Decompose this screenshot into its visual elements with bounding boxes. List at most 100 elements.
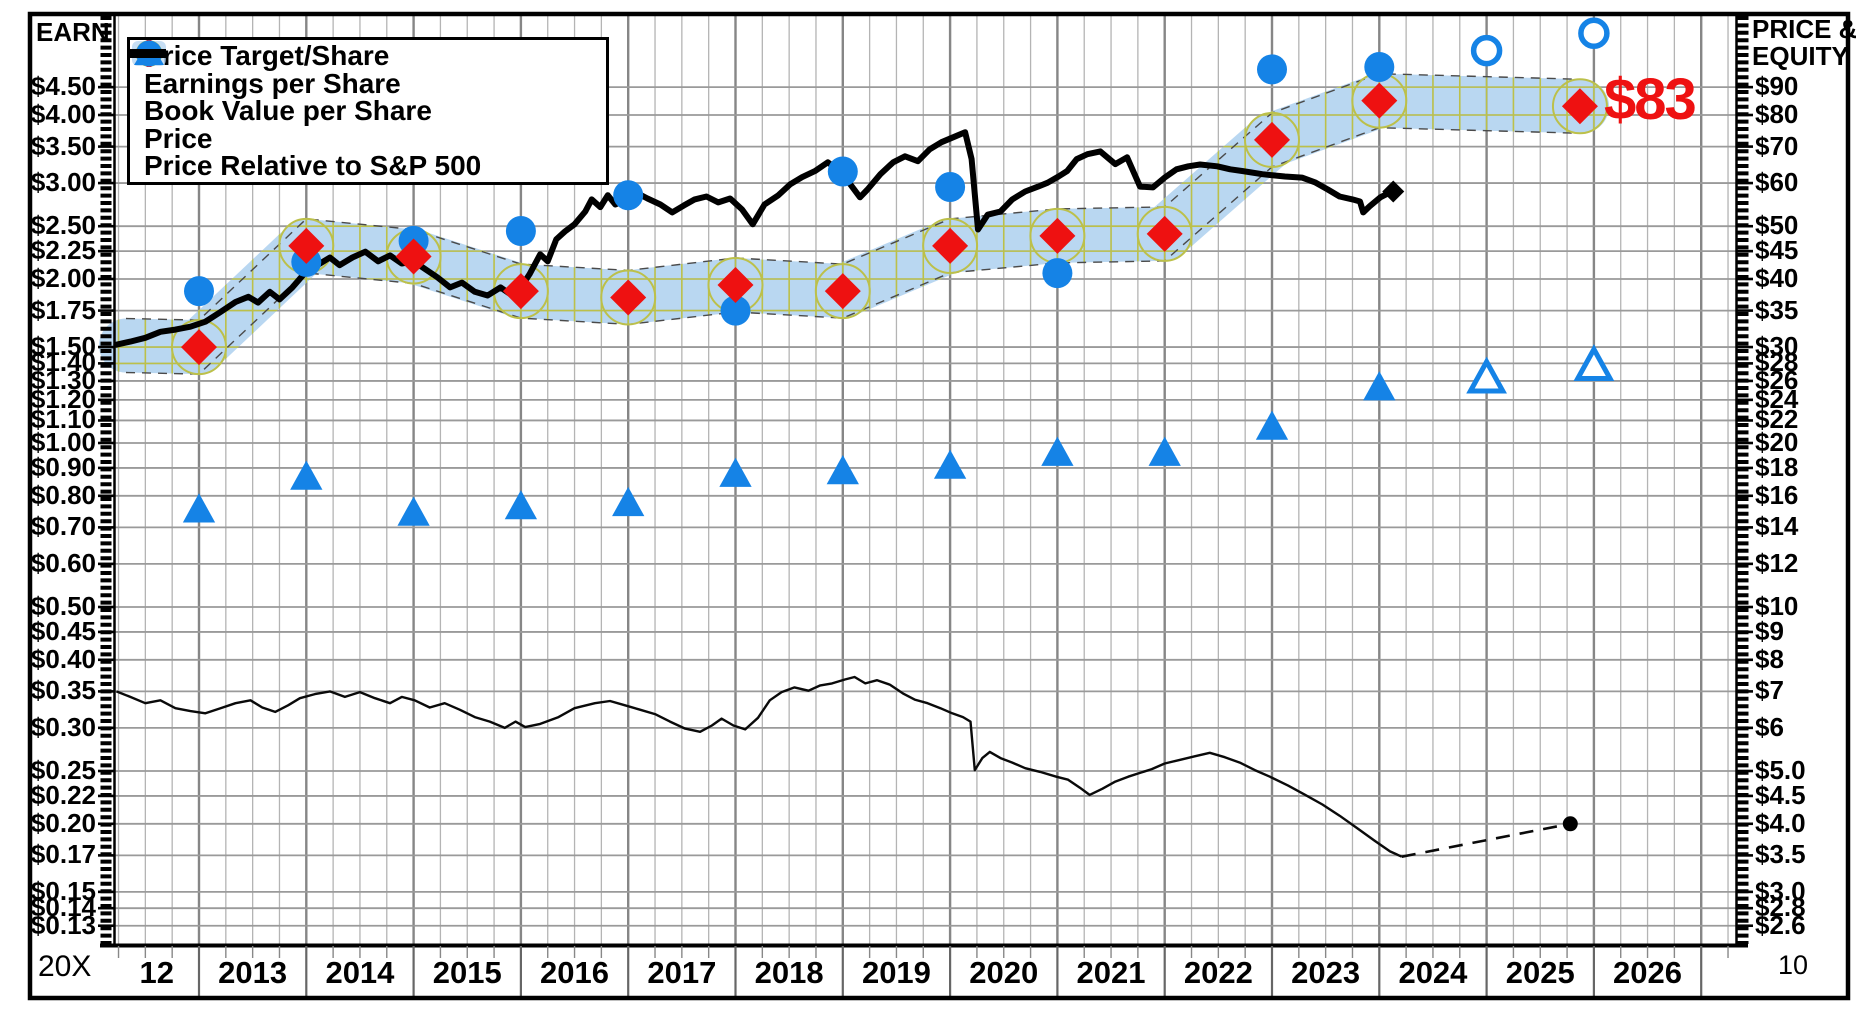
final-price-target-label: $83 <box>1604 67 1697 132</box>
left-axis-tick-label: $0.13 <box>30 909 96 940</box>
eps-marker <box>505 215 536 246</box>
left-axis-tick-label: $3.50 <box>30 130 96 161</box>
legend-item-label: Earnings per Share <box>144 67 401 99</box>
x-axis-year-label: 2015 <box>432 955 502 990</box>
book-value-marker <box>1041 436 1074 466</box>
left-axis-tick-label: $0.30 <box>30 711 96 742</box>
eps-marker <box>1257 54 1287 85</box>
target-ring <box>600 269 657 326</box>
price-target-marker <box>1146 215 1183 252</box>
left-axis-tick-label: $1.75 <box>30 294 96 325</box>
price-target-marker <box>824 273 861 310</box>
right-axis-tick-label: $4.5 <box>1755 779 1806 810</box>
legend-glyph <box>130 52 166 56</box>
x-axis-year-label: 2021 <box>1076 955 1146 990</box>
legend-item-label: Price <box>144 122 213 154</box>
left-axis-tick-label: $0.50 <box>30 590 96 621</box>
right-axis-tick-label: $8 <box>1755 643 1784 674</box>
book-value-marker <box>290 460 323 490</box>
left-axis-tick-label: $4.00 <box>30 99 96 129</box>
legend-item: Price Target/Share <box>132 40 606 72</box>
target-band-outline-bottom <box>125 127 1583 375</box>
left-axis-tick-label: $1.20 <box>30 383 96 414</box>
x-axis-label-partial-year: 12 <box>139 955 174 990</box>
left-axis-tick-label: $2.50 <box>30 210 96 241</box>
x-axis-year-label: 2022 <box>1183 955 1253 990</box>
eps-marker <box>1364 51 1395 82</box>
left-axis-tick-label: $1.00 <box>30 427 96 457</box>
legend-item-label: Book Value per Share <box>144 95 432 127</box>
right-axis-tick-label: $12 <box>1755 547 1799 578</box>
left-axis-tick-label: $0.22 <box>30 779 96 810</box>
right-axis-tick-label: $2.6 <box>1755 909 1806 940</box>
right-axis-tick-label: $18 <box>1755 451 1799 482</box>
right-axis-tick-label: $60 <box>1755 167 1799 198</box>
left-axis-tick-label: $2.00 <box>30 263 96 293</box>
x-axis-year-label: 2019 <box>861 955 931 990</box>
target-ring <box>171 319 227 376</box>
right-axis-tick-label: $26 <box>1755 364 1799 395</box>
price-line <box>113 129 1397 348</box>
price-target-marker <box>932 227 969 264</box>
right-axis-tick-label: $2.8 <box>1755 892 1806 923</box>
price-end-diamond <box>1382 180 1405 203</box>
eps-marker <box>1042 258 1073 289</box>
right-axis-tick-label: $40 <box>1755 263 1799 293</box>
left-axis-tick-label: $0.15 <box>30 875 96 906</box>
target-ring <box>1244 111 1300 168</box>
book-value-marker <box>397 496 430 526</box>
right-axis-tick-label: $22 <box>1755 404 1799 435</box>
x-axis-year-label: 2018 <box>754 955 824 990</box>
price-target-marker <box>1561 88 1598 125</box>
right-axis-tick-label: $5.0 <box>1755 754 1806 785</box>
legend-item: Earnings per Share <box>136 40 606 99</box>
eps-marker <box>184 276 214 307</box>
target-band-outline-top <box>125 73 1583 321</box>
left-axis-tick-label: $0.40 <box>30 643 96 674</box>
left-axis-tick-label: $0.80 <box>30 479 96 510</box>
book-value-marker <box>1363 371 1396 401</box>
relative-strength-line <box>115 675 1403 858</box>
right-axis-tick-label: $16 <box>1755 479 1799 510</box>
x-axis-year-label: 2023 <box>1291 955 1361 990</box>
right-axis-tick-label: $50 <box>1755 210 1799 241</box>
right-axis-tick-label: $45 <box>1755 235 1799 266</box>
x-axis-year-label: 2016 <box>540 955 610 990</box>
right-axis-tick-label: $3.5 <box>1755 839 1806 870</box>
relative-projection-dashed <box>1401 822 1571 858</box>
book-value-marker <box>719 457 752 487</box>
right-axis-tick-label: $80 <box>1755 99 1799 129</box>
x-axis-year-label: 2025 <box>1505 955 1575 990</box>
price-target-marker <box>395 238 432 275</box>
target-ring <box>922 217 979 274</box>
right-axis-tick-label: $7 <box>1755 675 1784 706</box>
book-value-marker <box>1255 410 1289 440</box>
pe-multiple-label: 20X <box>38 950 92 983</box>
outer-border <box>27 11 1851 1001</box>
eps-marker <box>720 295 751 326</box>
left-axis-tick-label: $1.40 <box>30 347 96 378</box>
right-axis-tick-label: $3.0 <box>1755 875 1806 906</box>
right-axis-tick-label: $24 <box>1755 383 1799 414</box>
left-axis-tick-label: $0.35 <box>30 675 96 706</box>
eps-marker <box>613 180 644 211</box>
legend-item-label: Price Relative to S&P 500 <box>144 150 482 182</box>
right-axis-tick-label: $28 <box>1755 347 1799 378</box>
frame <box>27 11 1851 1001</box>
book-value-marker <box>933 449 967 479</box>
price-target-marker <box>610 279 647 316</box>
right-axis-tick-label: $10 <box>1755 590 1799 621</box>
page-number: 10 <box>1778 950 1809 980</box>
right-axis-title: PRICE & EQUITY <box>1752 16 1856 70</box>
right-axis-tick-label: $30 <box>1755 331 1799 362</box>
book-value-marker <box>826 454 859 485</box>
book-value-marker <box>1573 344 1615 381</box>
right-axis-title-line1: PRICE & <box>1752 14 1856 44</box>
legend-item-label: Price Target/Share <box>144 40 390 72</box>
left-axis-tick-label: $0.90 <box>30 451 96 482</box>
eps-marker <box>935 172 966 203</box>
x-axis-year-label: 2026 <box>1613 955 1683 990</box>
legend-item: Book Value per Share <box>134 40 606 127</box>
